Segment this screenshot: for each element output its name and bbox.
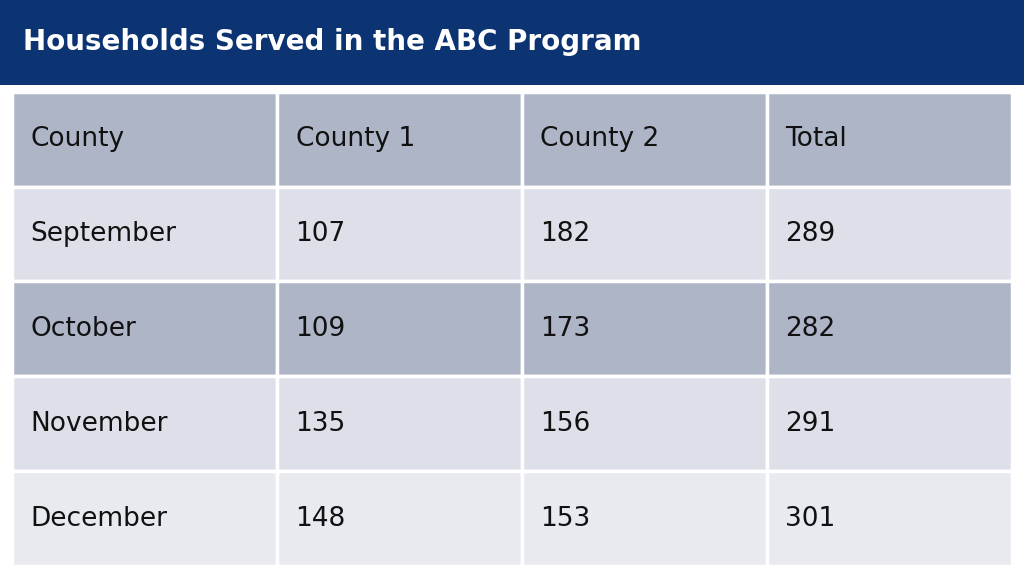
Text: November: November	[31, 411, 168, 437]
Text: 301: 301	[785, 506, 836, 532]
FancyBboxPatch shape	[0, 0, 1024, 85]
Text: Total: Total	[785, 126, 847, 152]
Text: 135: 135	[296, 411, 346, 437]
FancyBboxPatch shape	[522, 376, 767, 471]
Text: 173: 173	[541, 316, 591, 342]
FancyBboxPatch shape	[278, 92, 522, 187]
FancyBboxPatch shape	[12, 281, 278, 376]
FancyBboxPatch shape	[522, 187, 767, 281]
Text: 291: 291	[785, 411, 836, 437]
Text: 282: 282	[785, 316, 836, 342]
FancyBboxPatch shape	[278, 281, 522, 376]
Text: September: September	[31, 221, 177, 247]
Text: 153: 153	[541, 506, 591, 532]
Text: 109: 109	[296, 316, 346, 342]
FancyBboxPatch shape	[767, 376, 1012, 471]
FancyBboxPatch shape	[278, 376, 522, 471]
FancyBboxPatch shape	[522, 281, 767, 376]
FancyBboxPatch shape	[12, 187, 278, 281]
FancyBboxPatch shape	[278, 471, 522, 566]
FancyBboxPatch shape	[278, 187, 522, 281]
Text: 289: 289	[785, 221, 836, 247]
FancyBboxPatch shape	[767, 471, 1012, 566]
Text: 148: 148	[296, 506, 346, 532]
Text: Households Served in the ABC Program: Households Served in the ABC Program	[23, 29, 641, 56]
FancyBboxPatch shape	[767, 92, 1012, 187]
Text: December: December	[31, 506, 168, 532]
Text: County 2: County 2	[541, 126, 659, 152]
Text: 156: 156	[541, 411, 591, 437]
Text: 182: 182	[541, 221, 591, 247]
FancyBboxPatch shape	[522, 92, 767, 187]
FancyBboxPatch shape	[12, 92, 278, 187]
FancyBboxPatch shape	[767, 187, 1012, 281]
Text: County 1: County 1	[296, 126, 415, 152]
Text: October: October	[31, 316, 136, 342]
FancyBboxPatch shape	[522, 471, 767, 566]
FancyBboxPatch shape	[12, 376, 278, 471]
FancyBboxPatch shape	[12, 471, 278, 566]
Text: 107: 107	[296, 221, 346, 247]
FancyBboxPatch shape	[767, 281, 1012, 376]
Text: County: County	[31, 126, 125, 152]
